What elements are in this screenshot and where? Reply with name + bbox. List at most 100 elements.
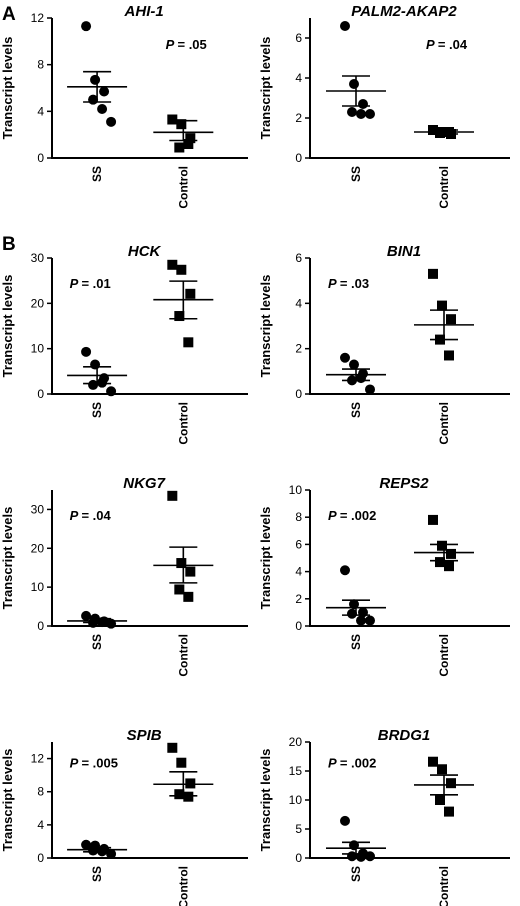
y-tick-label: 2 bbox=[295, 111, 302, 125]
chart-title: PALM2-AKAP2 bbox=[351, 3, 457, 20]
chart-hck: HCK Transcript levels 0 10 20 30 SS Control P = … bbox=[0, 243, 248, 445]
data-point-control bbox=[435, 557, 445, 568]
y-axis-label: Transcript levels bbox=[0, 749, 15, 852]
data-point-ss bbox=[358, 99, 368, 109]
p-value: P = .03 bbox=[328, 276, 369, 291]
data-point-control bbox=[435, 795, 445, 805]
data-point-ss bbox=[356, 615, 366, 626]
y-tick-label: 10 bbox=[289, 793, 303, 807]
data-point-control bbox=[435, 128, 445, 138]
y-tick-label: 15 bbox=[289, 764, 303, 778]
y-tick-label: 0 bbox=[295, 387, 302, 401]
data-point-control bbox=[444, 806, 454, 817]
panel-letter-b: B bbox=[2, 234, 16, 255]
data-point-ss bbox=[90, 359, 101, 370]
category-label-control: Control bbox=[176, 166, 190, 209]
y-tick-label: 10 bbox=[31, 580, 45, 594]
chart-title: NKG7 bbox=[123, 475, 165, 492]
chart-title: BRDG1 bbox=[378, 727, 431, 744]
data-point-control bbox=[437, 764, 447, 775]
category-label-ss: SS bbox=[90, 402, 104, 418]
chart-ahi-1: AHI-1 Transcript levels 0 4 8 12 SS Control P = … bbox=[0, 3, 248, 209]
data-point-ss bbox=[90, 74, 101, 85]
data-point-ss bbox=[106, 386, 117, 397]
y-tick-label: 8 bbox=[37, 58, 44, 72]
y-tick-label: 0 bbox=[37, 151, 44, 165]
y-tick-label: 6 bbox=[295, 251, 302, 265]
data-point-control bbox=[167, 114, 178, 125]
data-point-ss bbox=[365, 384, 375, 395]
y-tick-label: 30 bbox=[31, 502, 45, 516]
y-tick-label: 5 bbox=[295, 822, 302, 836]
p-value: P = .05 bbox=[166, 37, 207, 52]
data-point-control bbox=[174, 789, 185, 800]
y-tick-label: 12 bbox=[31, 752, 45, 766]
y-axis-label: Transcript levels bbox=[0, 507, 15, 610]
data-point-control bbox=[185, 133, 196, 144]
y-tick-label: 4 bbox=[37, 818, 44, 832]
category-label-control: Control bbox=[176, 402, 190, 445]
data-point-ss bbox=[347, 608, 357, 619]
chart-title: BIN1 bbox=[387, 243, 421, 260]
panel-letter-a: A bbox=[2, 4, 16, 25]
data-point-control bbox=[428, 756, 438, 767]
data-point-control bbox=[185, 566, 196, 577]
data-point-ss bbox=[340, 352, 350, 363]
data-point-ss bbox=[347, 107, 357, 117]
data-point-control bbox=[167, 259, 178, 270]
category-label-ss: SS bbox=[349, 634, 363, 650]
y-tick-label: 12 bbox=[31, 11, 45, 25]
data-point-ss bbox=[97, 104, 108, 114]
data-point-control bbox=[185, 288, 196, 299]
category-label-control: Control bbox=[437, 402, 451, 445]
y-tick-label: 2 bbox=[295, 592, 302, 606]
data-point-control bbox=[428, 514, 438, 525]
data-point-ss bbox=[99, 86, 110, 97]
chart-reps2: REPS2 Transcript levels 0 2 4 6 8 10 SS Control P … bbox=[258, 475, 510, 677]
category-label-control: Control bbox=[176, 866, 190, 906]
data-point-ss bbox=[81, 346, 92, 357]
y-tick-label: 6 bbox=[295, 31, 302, 45]
data-point-ss bbox=[349, 359, 359, 370]
y-tick-label: 0 bbox=[295, 151, 302, 165]
y-tick-label: 4 bbox=[295, 296, 302, 310]
category-label-control: Control bbox=[437, 634, 451, 677]
data-point-control bbox=[446, 314, 456, 325]
data-point-control bbox=[174, 584, 185, 595]
data-point-control bbox=[176, 757, 187, 768]
y-tick-label: 4 bbox=[37, 104, 44, 118]
data-point-control bbox=[167, 742, 178, 753]
y-tick-label: 0 bbox=[37, 619, 44, 633]
y-axis-label: Transcript levels bbox=[258, 749, 273, 852]
data-point-ss bbox=[97, 377, 108, 388]
data-point-ss bbox=[340, 21, 350, 31]
data-point-control bbox=[183, 139, 194, 149]
y-tick-label: 10 bbox=[289, 483, 303, 497]
data-point-ss bbox=[88, 379, 99, 390]
data-point-control bbox=[176, 264, 187, 275]
chart-brdg1: BRDG1 Transcript levels 0 5 10 15 20 SS Control P… bbox=[258, 727, 510, 906]
chart-title: AHI-1 bbox=[124, 3, 164, 20]
data-point-control bbox=[446, 548, 456, 559]
y-tick-label: 8 bbox=[37, 785, 44, 799]
category-label-ss: SS bbox=[349, 166, 363, 182]
axis-lines bbox=[51, 18, 248, 159]
data-point-control bbox=[176, 558, 187, 569]
data-point-ss bbox=[106, 116, 117, 127]
y-axis-label: Transcript levels bbox=[258, 37, 273, 140]
data-point-control bbox=[167, 490, 178, 501]
data-point-control bbox=[446, 778, 456, 789]
p-value: P = .002 bbox=[328, 508, 376, 523]
data-point-control bbox=[183, 791, 194, 802]
data-point-control bbox=[437, 540, 447, 551]
y-tick-label: 0 bbox=[37, 387, 44, 401]
y-tick-label: 4 bbox=[295, 565, 302, 579]
category-label-ss: SS bbox=[90, 866, 104, 882]
p-value: P = .002 bbox=[328, 756, 376, 771]
axis-lines bbox=[309, 18, 510, 159]
y-tick-label: 6 bbox=[295, 537, 302, 551]
category-label-ss: SS bbox=[90, 634, 104, 650]
chart-bin1: BIN1 Transcript levels 0 2 4 6 SS Control P = .0… bbox=[258, 243, 510, 445]
y-axis-label: Transcript levels bbox=[0, 275, 15, 378]
y-axis-label: Transcript levels bbox=[258, 507, 273, 610]
